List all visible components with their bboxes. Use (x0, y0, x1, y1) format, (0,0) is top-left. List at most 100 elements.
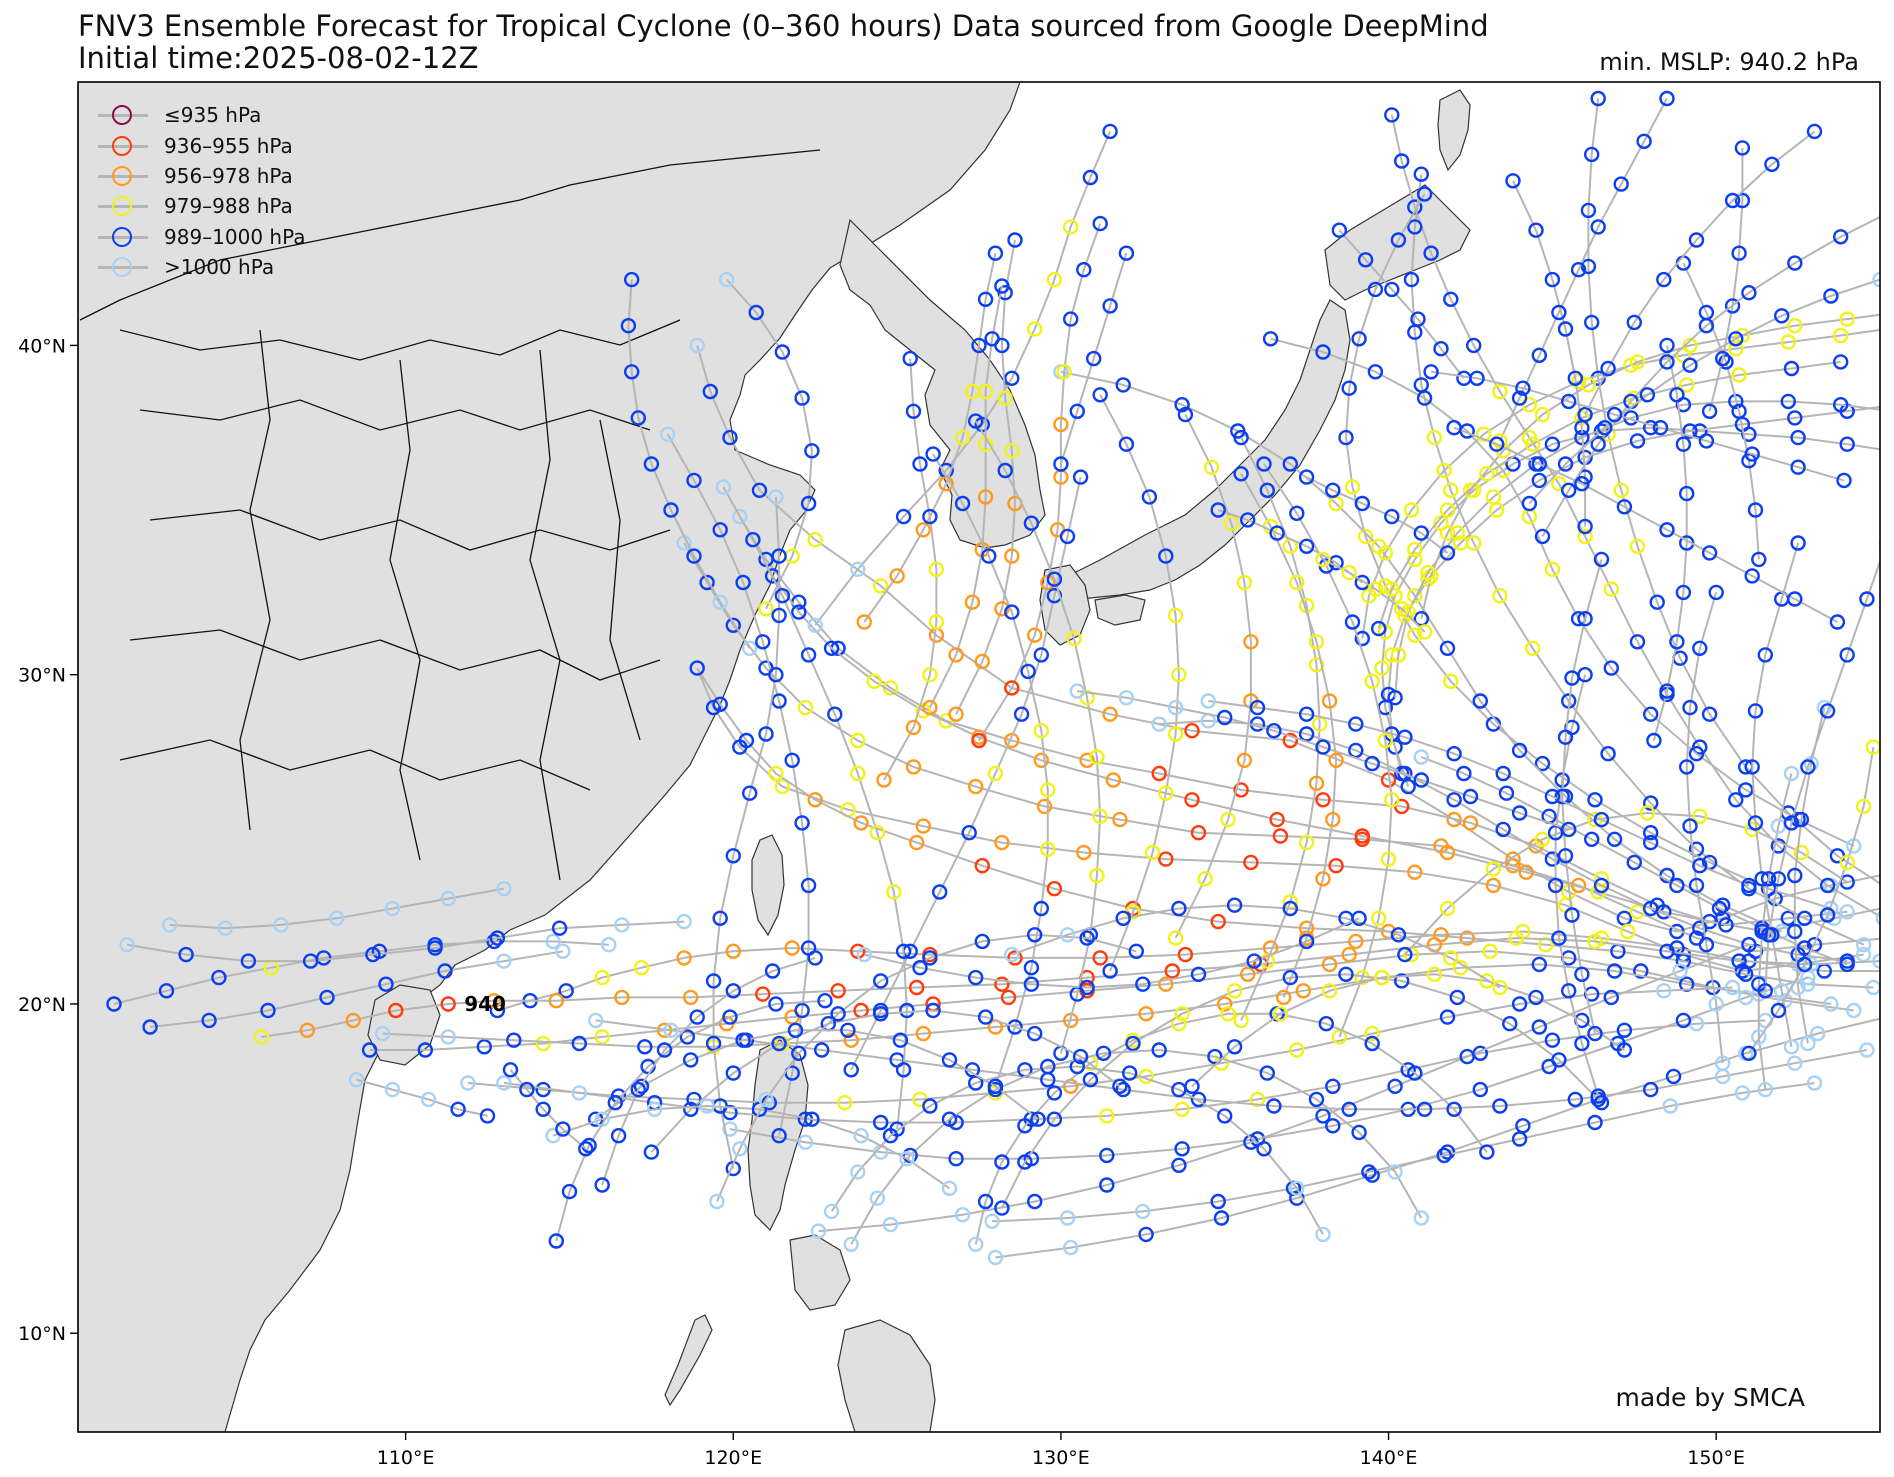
track-point (1102, 963, 1118, 979)
track-point (676, 950, 692, 966)
track (709, 927, 1145, 1210)
track-point (1606, 831, 1623, 847)
track-point (1184, 1078, 1200, 1095)
track-point (925, 1002, 941, 1019)
track-point (889, 568, 905, 584)
track-point (895, 1062, 912, 1078)
track-point (1511, 805, 1528, 821)
track (620, 271, 758, 656)
track-point (1534, 831, 1551, 847)
track-line (1528, 278, 1880, 505)
track-point (1639, 805, 1656, 821)
track-point (974, 933, 990, 950)
track (856, 245, 1004, 630)
track-point (725, 1065, 741, 1081)
track-point (1587, 792, 1603, 808)
track-point (954, 1206, 971, 1223)
track-line (1541, 215, 1880, 537)
land-asia-mainland (78, 82, 1021, 1432)
track-point (1102, 706, 1118, 722)
track-point (1308, 775, 1325, 791)
map-frame (77, 81, 1881, 1433)
track-point (804, 443, 820, 459)
track-point (1033, 900, 1050, 917)
track-point (1158, 976, 1174, 992)
track-point (751, 482, 768, 498)
track-line (126, 920, 685, 963)
track-point (1613, 176, 1629, 192)
track-point (699, 1098, 715, 1114)
track-point (1298, 834, 1315, 851)
track-point (1387, 1164, 1403, 1180)
track-line (864, 917, 1360, 989)
track-point (722, 1121, 738, 1137)
track-line (1584, 130, 1816, 416)
track-point (1174, 1141, 1190, 1157)
track-point (1341, 1101, 1357, 1118)
track-point (460, 1075, 476, 1091)
track-point (1393, 601, 1410, 617)
track-point (1282, 900, 1299, 917)
track-point (273, 917, 289, 933)
track-point (1220, 811, 1236, 828)
track-point (1233, 429, 1249, 446)
track-point (984, 1213, 1000, 1230)
track-point (774, 588, 791, 604)
track-point (1033, 723, 1050, 739)
legend-marker-icon (98, 191, 148, 221)
track-point (1642, 900, 1659, 917)
track-point (1511, 390, 1528, 406)
track-point (1511, 742, 1528, 759)
track-point (1361, 1164, 1377, 1180)
track-point (1351, 331, 1367, 347)
track-point (1773, 983, 1790, 999)
track-point (1616, 1042, 1633, 1058)
track-line (974, 1012, 1488, 1245)
track-point (1698, 937, 1715, 953)
track-point (1423, 245, 1439, 261)
track-point (1236, 752, 1253, 768)
track-point (1606, 406, 1623, 423)
track-point (1282, 969, 1299, 986)
track-point (1675, 1012, 1692, 1029)
track-point (1518, 864, 1534, 880)
track-point (1390, 232, 1407, 248)
legend-marker-icon (98, 252, 148, 282)
track-point (1846, 1002, 1862, 1019)
track-point (1557, 729, 1574, 745)
track-point (1682, 423, 1698, 439)
track-point (679, 1029, 696, 1045)
track-point (1656, 271, 1672, 288)
track-point (1348, 742, 1364, 759)
track-point (922, 667, 938, 683)
track-point (1577, 528, 1593, 545)
track-point (1449, 525, 1466, 541)
track-point (1878, 1013, 1880, 1022)
track-point (614, 917, 630, 933)
track-point (794, 390, 810, 406)
track-point (712, 910, 728, 926)
track-point (1072, 469, 1089, 485)
track-point (1669, 387, 1685, 403)
track-point (1472, 693, 1489, 709)
track-point (1341, 564, 1357, 581)
track-point (1770, 1002, 1787, 1019)
track-point (800, 495, 817, 512)
track-point (1456, 765, 1472, 782)
track-point (1076, 844, 1092, 861)
track-point (1079, 979, 1095, 996)
track-point (915, 818, 931, 834)
track-point (1764, 156, 1780, 173)
track-point (1724, 192, 1741, 209)
track-point (994, 1154, 1010, 1170)
track-point (987, 1249, 1004, 1266)
chart-title-line2: Initial time:2025-08-02-12Z (78, 41, 479, 75)
track-point (489, 930, 506, 946)
track-point (1289, 574, 1305, 591)
track-point (1629, 354, 1646, 370)
track-point (922, 1098, 938, 1114)
x-tick-label: 120°E (704, 1447, 762, 1469)
track-point (1554, 788, 1570, 805)
track-point (1649, 594, 1665, 610)
track-point (1538, 937, 1554, 953)
